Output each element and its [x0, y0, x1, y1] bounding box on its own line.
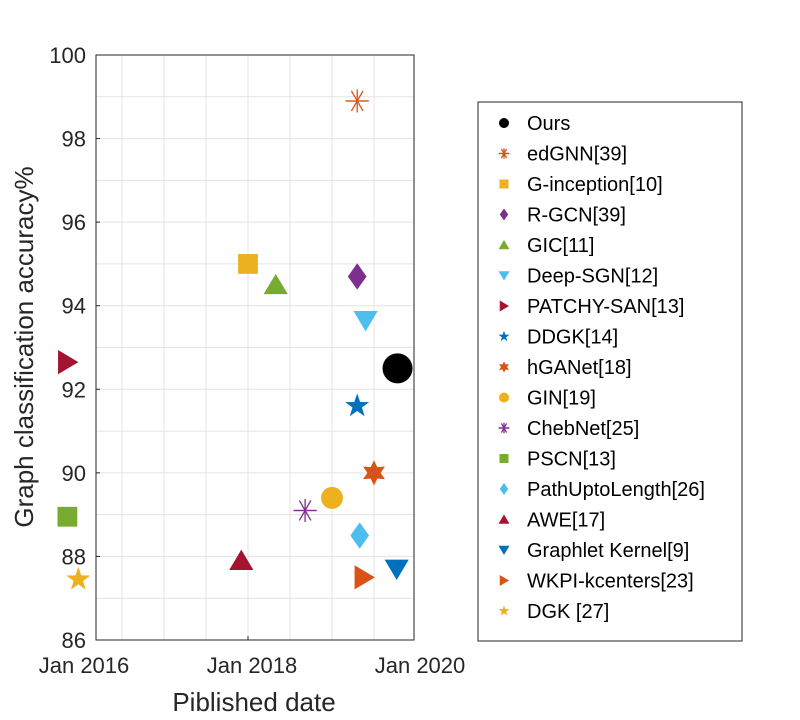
legend-marker — [498, 330, 510, 342]
data-point — [57, 506, 78, 527]
x-axis-label: Piblished date — [172, 687, 335, 717]
y-tick-label: 90 — [62, 461, 86, 486]
legend-entry: PathUptoLength[26] — [527, 479, 705, 501]
y-tick-label: 88 — [62, 544, 86, 569]
legend-entry: ChebNet[25] — [527, 418, 639, 440]
legend-marker — [498, 514, 510, 524]
y-tick-label: 92 — [62, 377, 86, 402]
data-point — [66, 566, 91, 590]
legend-marker — [498, 605, 510, 616]
legend-entry: edGNN[39] — [527, 144, 627, 166]
data-point — [384, 559, 409, 580]
data-point — [238, 254, 258, 274]
legend-marker — [499, 179, 509, 189]
legend-marker — [498, 422, 510, 434]
legend-marker — [498, 240, 510, 250]
legend-marker — [498, 545, 510, 555]
legend-marker — [499, 454, 509, 463]
x-tick-label: Jan 2016 — [39, 653, 130, 678]
data-point — [293, 498, 317, 523]
legend-marker — [498, 148, 510, 159]
legend-entry: R-GCN[39] — [527, 205, 626, 227]
y-tick-label: 86 — [62, 628, 86, 653]
data-point — [350, 522, 370, 549]
legend-entry: PSCN[13] — [527, 449, 616, 471]
legend: Ours edGNN[39] G-inception[10] R-GCN[39] GIC… — [477, 101, 743, 642]
legend-entry: DDGK[14] — [527, 327, 618, 349]
y-tick-label: 98 — [62, 127, 86, 152]
grid-lines — [96, 55, 414, 640]
legend-marker — [499, 118, 509, 128]
plot-area — [95, 54, 415, 641]
x-tick-label: Jan 2020 — [375, 653, 466, 678]
data-point — [363, 460, 385, 486]
y-tick-label: 94 — [62, 294, 86, 319]
data-point — [345, 393, 370, 417]
y-tick-label: 96 — [62, 210, 86, 235]
legend-marker — [499, 392, 509, 403]
legend-marker — [499, 300, 509, 312]
data-point — [229, 549, 254, 570]
data-point — [263, 273, 288, 295]
legend-entry: WKPI-kcenters[23] — [527, 571, 694, 593]
data-point — [354, 565, 375, 590]
legend-entry: AWE[17] — [527, 510, 605, 532]
x-tick-label: Jan 2018 — [207, 653, 298, 678]
data-point — [347, 263, 367, 290]
legend-entry: GIC[11] — [527, 235, 594, 257]
legend-marker — [499, 575, 509, 586]
legend-entry: Deep-SGN[12] — [527, 266, 658, 288]
data-point — [58, 350, 79, 375]
data-points — [57, 89, 413, 590]
y-axis-label: Graph classification accuracy% — [9, 166, 39, 527]
legend-entry: hGANet[18] — [527, 357, 632, 379]
data-point — [353, 310, 378, 332]
y-tick-label: 100 — [49, 43, 86, 68]
axis-ticks: 86 88 90 92 94 96 98 100 Jan 2016 Jan 2018 Jan 202… — [39, 43, 466, 678]
legend-entry: G-inception[10] — [527, 174, 663, 196]
legend-marker — [499, 361, 509, 373]
data-point — [382, 353, 413, 384]
legend-entry: Graphlet Kernel[9] — [527, 540, 689, 562]
data-point — [345, 89, 369, 113]
legend-entry: PATCHY-SAN[13] — [527, 296, 684, 318]
legend-marker — [499, 483, 509, 495]
legend-entry: DGK [27] — [527, 601, 609, 623]
legend-marker — [499, 208, 509, 221]
data-point — [321, 486, 343, 509]
legend-marker — [498, 271, 510, 281]
legend-entry: GIN[19] — [527, 388, 596, 410]
legend-entry: Ours — [527, 113, 570, 135]
